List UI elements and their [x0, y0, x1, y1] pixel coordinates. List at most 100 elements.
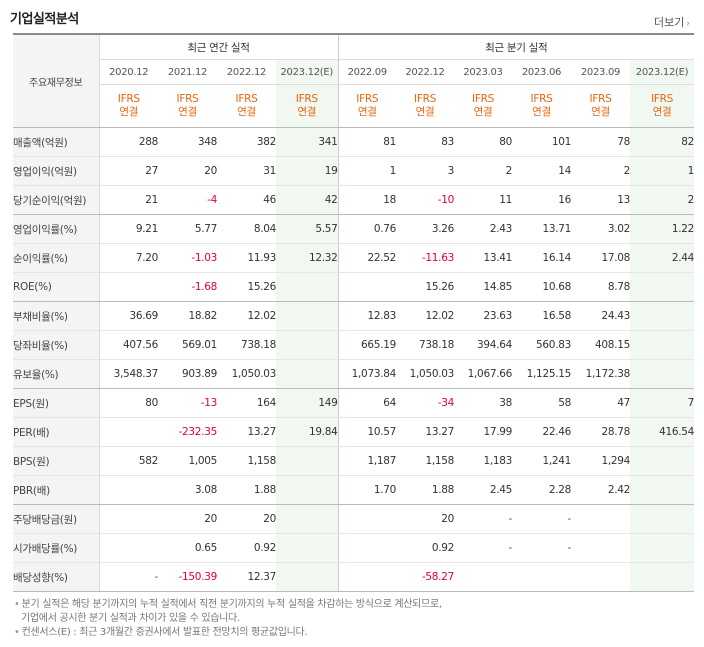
consolidated-label: 연결: [652, 106, 672, 118]
row-label: 영업이익률(%): [13, 214, 100, 244]
period-header: 2023.03: [454, 59, 512, 85]
table-cell: 2.44: [630, 243, 694, 273]
table-cell: 22.52: [338, 243, 396, 273]
table-cell: [571, 533, 630, 563]
note-text: 기업에서 공시한 분기 실적과 차이가 있을 수 있습니다.: [21, 613, 240, 624]
table-cell: 2.45: [454, 475, 512, 505]
table-cell: -232.35: [158, 417, 217, 447]
ifrs-header: IFRS 연결: [99, 84, 158, 128]
table-cell: 348: [158, 127, 217, 157]
table-cell: [99, 533, 158, 563]
table-cell: [276, 301, 339, 331]
table-cell: 16: [512, 185, 571, 215]
ifrs-label: IFRS: [651, 93, 673, 105]
table-cell: 83: [396, 127, 454, 157]
annual-group-header: 최근 연간 실적: [99, 33, 339, 60]
table-cell: 31: [217, 156, 276, 186]
table-cell: 738.18: [217, 330, 276, 360]
table-cell: 738.18: [396, 330, 454, 360]
table-cell: [99, 417, 158, 447]
table-cell: [99, 475, 158, 505]
period-header: 2020.12: [99, 59, 158, 85]
ifrs-label: IFRS: [117, 93, 140, 105]
table-cell: [630, 562, 695, 592]
table-row: PBR(배) 3.08 1.88 1.70 1.88 2.45 2.28 2.42: [13, 475, 695, 505]
table-cell: [276, 330, 339, 360]
table-cell: 16.58: [512, 301, 571, 331]
table-row: 당좌비율(%) 407.56 569.01 738.18 665.19 738.18 394…: [13, 330, 695, 360]
table-cell: 80: [454, 127, 512, 157]
table-cell: 101: [512, 127, 571, 157]
ifrs-label: IFRS: [356, 93, 379, 105]
table-cell: 1,050.03: [217, 359, 276, 389]
table-cell: -34: [396, 388, 454, 418]
ifrs-header: IFRS 연결: [338, 84, 396, 128]
table-cell: [630, 359, 695, 389]
table-cell: 1,172.38: [571, 359, 630, 389]
table-cell: 1,158: [396, 446, 454, 476]
notes: • 분기 실적은 해당 분기까지의 누적 실적에서 직전 분기까지의 누적 실적을…: [14, 598, 442, 640]
quarter-group-header: 최근 분기 실적: [338, 33, 695, 60]
table-cell: [630, 272, 695, 302]
table-row: 매출액(억원) 288 348 382 341 81 83 80 101 78 82: [13, 127, 694, 157]
table-cell: 8.78: [571, 272, 630, 302]
note-line: 기업에서 공시한 분기 실적과 차이가 있을 수 있습니다.: [14, 612, 442, 626]
table-cell: 2: [454, 156, 512, 186]
consolidated-label: 연결: [178, 106, 197, 118]
table-cell: 1.88: [217, 475, 276, 505]
table-cell: 5.57: [276, 214, 339, 244]
table-cell: 58: [512, 388, 571, 418]
row-label: 매출액(억원): [13, 127, 100, 157]
table-cell: -: [454, 504, 512, 534]
table-cell: -13: [158, 388, 217, 418]
table-cell: 903.89: [158, 359, 217, 389]
table-cell: 2: [630, 185, 694, 215]
table-cell: [571, 562, 630, 592]
table-cell: 19: [276, 156, 339, 186]
table-cell: -: [99, 562, 158, 592]
ifrs-header: IFRS 연결: [396, 84, 454, 128]
ifrs-header: IFRS 연결: [454, 84, 512, 128]
table-cell: 18: [338, 185, 396, 215]
table-cell: -150.39: [158, 562, 217, 592]
period-header: 2023.12(E): [630, 59, 695, 85]
table-cell: -: [454, 533, 512, 563]
table-cell: [276, 562, 339, 592]
table-cell: -4: [158, 185, 217, 215]
row-label: 배당성향(%): [13, 562, 100, 592]
table-row: 시가배당률(%) 0.65 0.92 0.92- -: [13, 533, 695, 563]
table-cell: 1: [338, 156, 396, 186]
table-cell: 1,183: [454, 446, 512, 476]
table-cell: [276, 504, 339, 534]
table-cell: 3.26: [396, 214, 454, 244]
table-cell: 38: [454, 388, 512, 418]
table-cell: 1.22: [630, 214, 694, 244]
table-cell: 2.42: [571, 475, 630, 505]
table-cell: 665.19: [338, 330, 396, 360]
table-cell: 13.71: [512, 214, 571, 244]
ifrs-label: IFRS: [530, 93, 553, 105]
table-cell: 20: [217, 504, 276, 534]
more-link[interactable]: 더보기 ›: [654, 14, 690, 30]
table-row: 순이익률(%) 7.20 -1.03 11.93 12.32 22.52 -11.63 13.…: [13, 243, 694, 273]
table-cell: 10.68: [512, 272, 571, 302]
table-row: BPS(원) 582 1,005 1,158 1,187 1,158 1,183 1,241 1…: [13, 446, 695, 476]
table-cell: 20: [158, 504, 217, 534]
row-label: 유보율(%): [13, 359, 100, 389]
table-row: ROE(%) -1.68 15.26 15.26 14.85 10.68 8.78: [13, 272, 695, 302]
table-cell: -1.68: [158, 272, 217, 302]
table-cell: 2.43: [454, 214, 512, 244]
table-cell: 0.76: [338, 214, 396, 244]
table-cell: [571, 504, 630, 534]
table-cell: 2: [571, 156, 630, 186]
consolidated-label: 연결: [532, 106, 551, 118]
table-cell: 17.08: [571, 243, 630, 273]
table-cell: -58.27: [396, 562, 454, 592]
table-cell: [630, 446, 695, 476]
table-cell: 11.93: [217, 243, 276, 273]
header-row-periods: 2020.12 2021.12 2022.12 2023.12(E) 2022.09 20…: [13, 59, 695, 85]
row-label: 당기순이익(억원): [13, 185, 100, 215]
table-cell: 394.64: [454, 330, 512, 360]
table-row: 주당배당금(원) 20 20 20- -: [13, 504, 695, 534]
table-cell: 1.88: [396, 475, 454, 505]
